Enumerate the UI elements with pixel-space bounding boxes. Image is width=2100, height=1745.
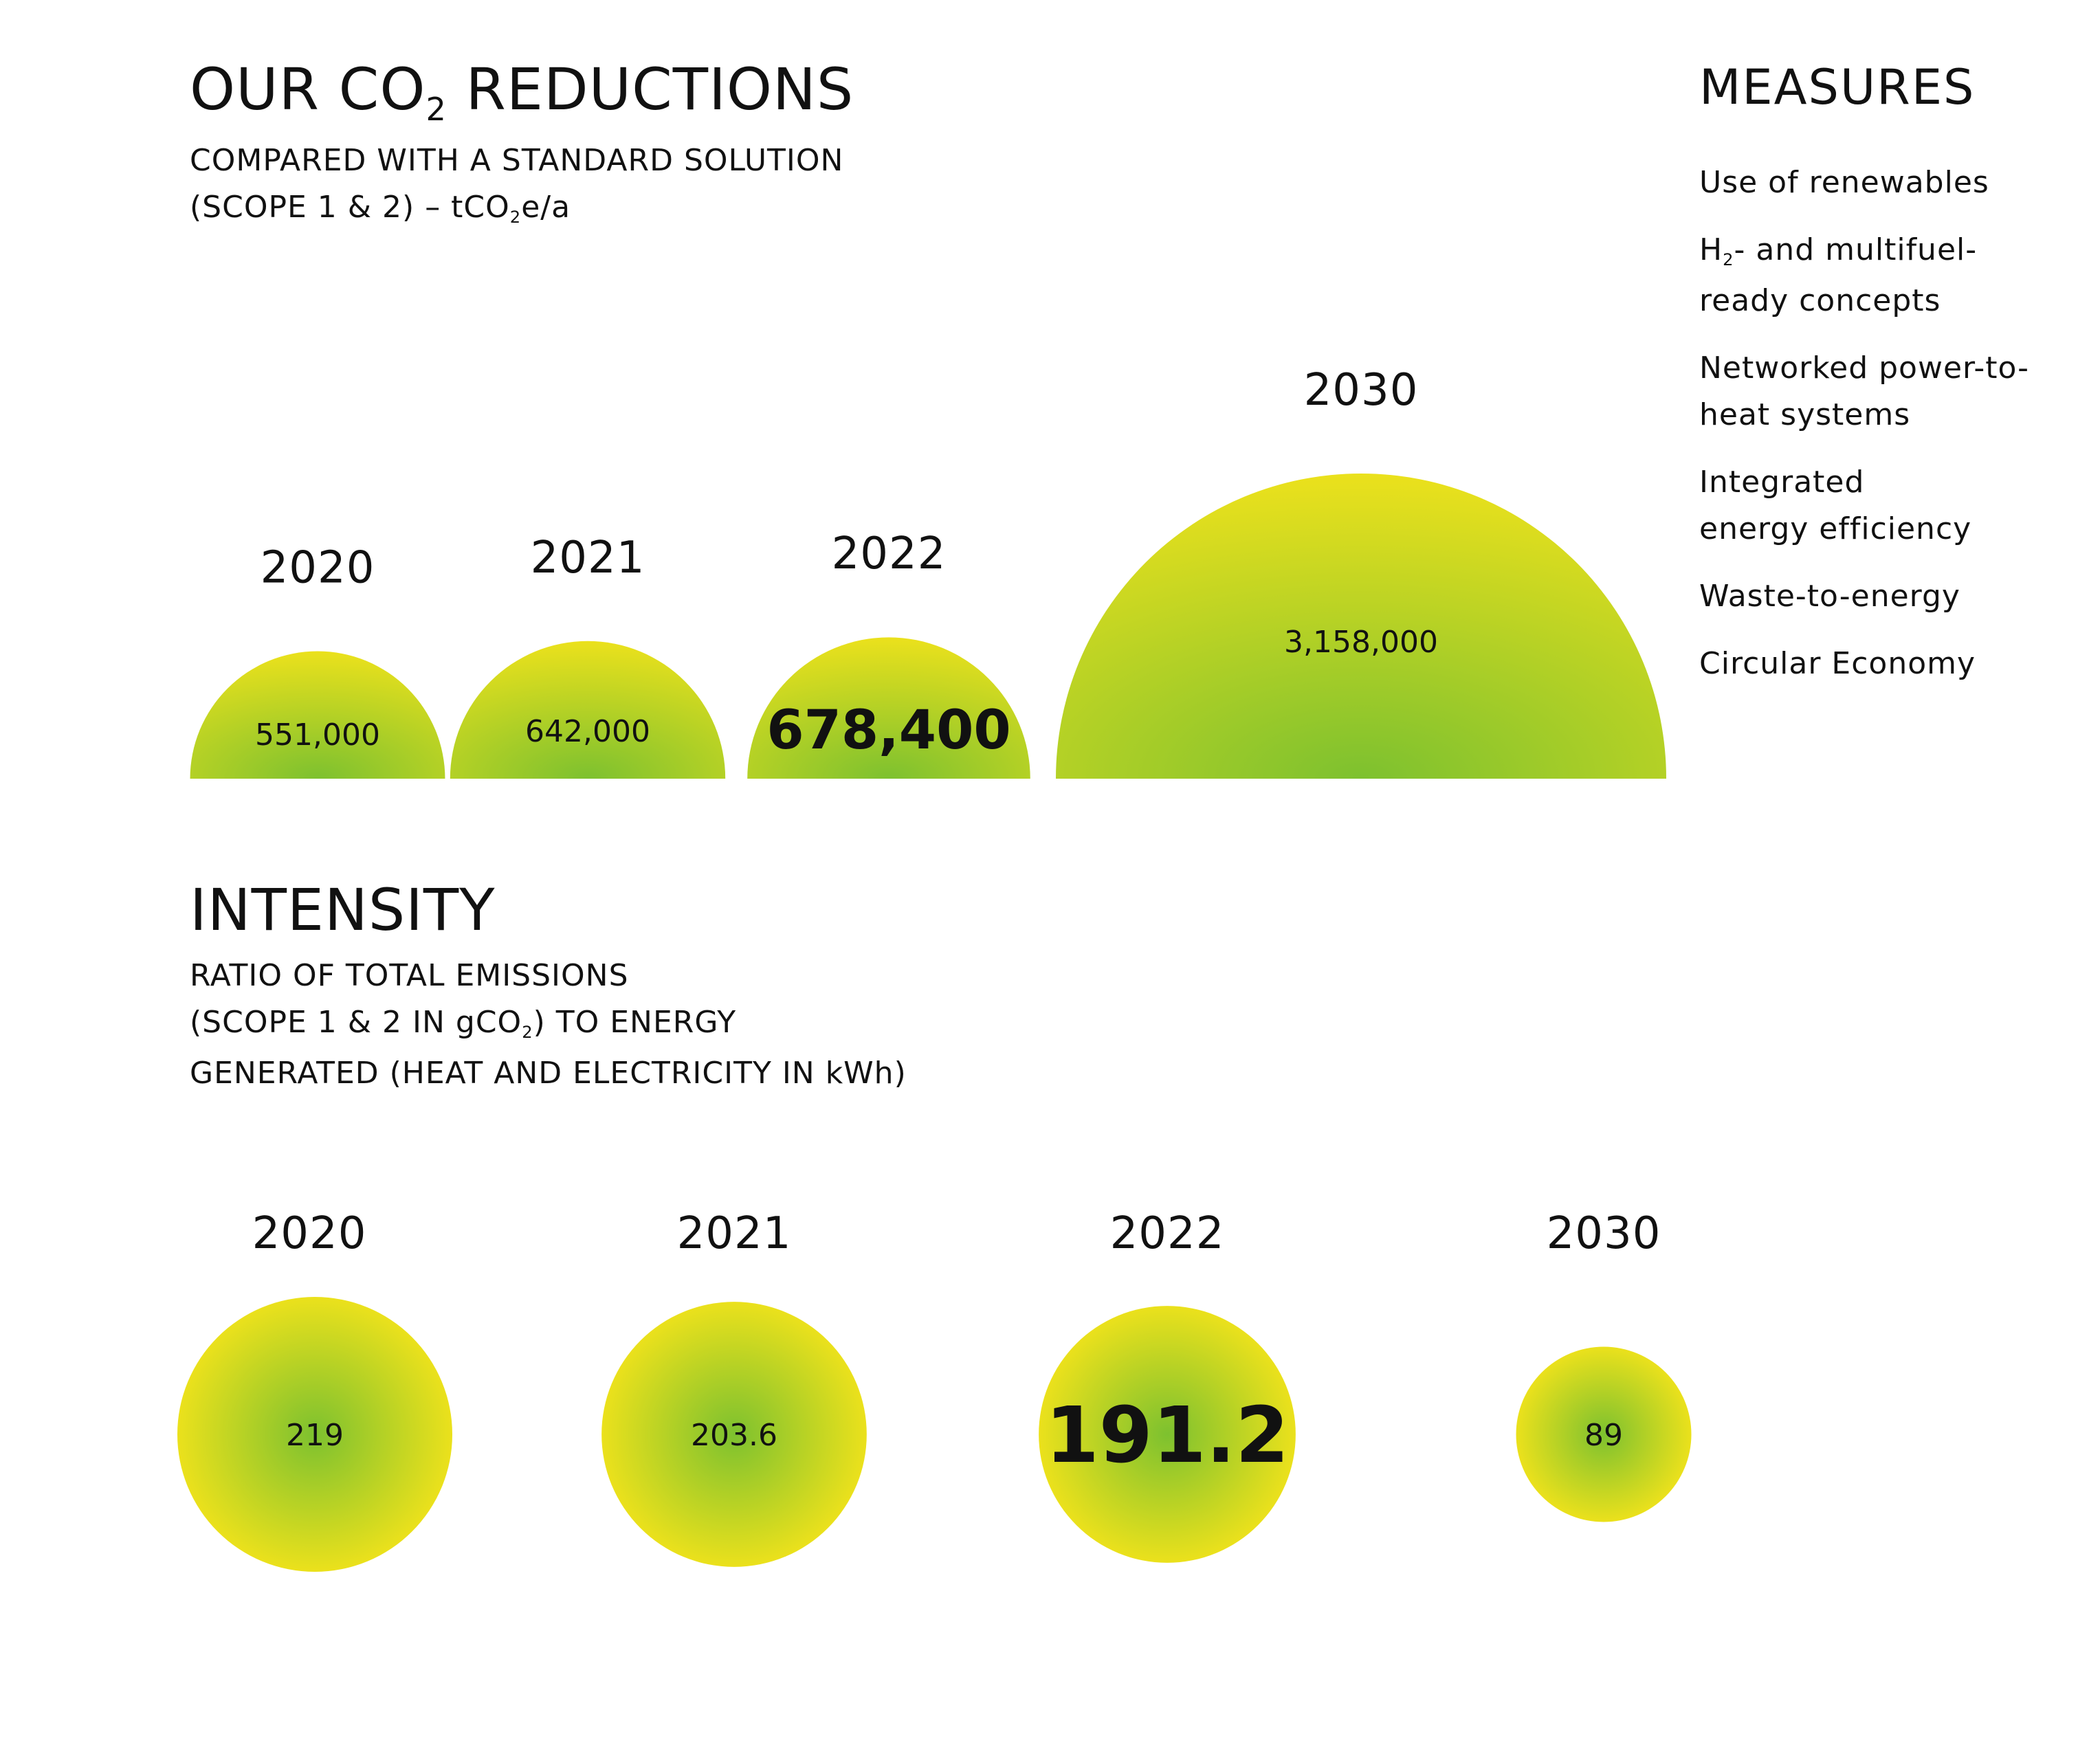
reductions-chart: 551,000 2020 642,000 2021 678,400 2022 3,158,0… (190, 365, 1666, 779)
reduction-dome (190, 651, 445, 779)
reduction-year-label: 2030 (1304, 365, 1419, 416)
intensity-subtitle: RATIO OF TOTAL EMISSIONS (SCOPE 1 & 2 IN… (190, 958, 907, 1091)
reduction-dome (747, 637, 1030, 779)
intensity-value-label: 191.2 (1046, 1391, 1289, 1480)
measure-item: Networked power-to- heat systems (1699, 351, 2030, 432)
reductions-title: OUR CO2 REDUCTIONS (190, 56, 854, 129)
intensity-year-label: 2020 (252, 1208, 367, 1259)
reduction-value-label: 551,000 (255, 718, 380, 753)
intensity-value-label: 89 (1584, 1418, 1623, 1453)
measure-item: Use of renewables (1699, 165, 1989, 200)
intensity-year-label: 2021 (677, 1208, 792, 1259)
reductions-subtitle: COMPARED WITH A STANDARD SOLUTION (SCOPE… (190, 143, 844, 227)
intensity-bubble (177, 1297, 452, 1572)
measure-item: Integrated energy efficiency (1699, 465, 1972, 546)
measure-item: Waste-to-energy (1699, 579, 1960, 614)
reduction-year-label: 2022 (832, 529, 947, 579)
reduction-value-label: 678,400 (766, 700, 1010, 762)
intensity-bubble (1516, 1346, 1692, 1522)
intensity-chart: 219 2020 203.6 2021 191.2 2022 89 2030 (177, 1208, 1692, 1572)
measures-title: MEASURES (1699, 59, 1976, 115)
reduction-dome (1056, 474, 1666, 779)
intensity-bubble (601, 1302, 867, 1567)
intensity-value-label: 203.6 (691, 1418, 777, 1453)
reduction-value-label: 3,158,000 (1284, 625, 1438, 660)
intensity-title: INTENSITY (190, 876, 496, 944)
intensity-year-label: 2022 (1110, 1208, 1225, 1259)
intensity-bubble (1039, 1306, 1296, 1563)
intensity-value-label: 219 (286, 1418, 344, 1453)
reduction-dome (450, 641, 726, 779)
reduction-year-label: 2020 (261, 543, 375, 594)
reduction-year-label: 2021 (531, 533, 645, 583)
measure-item: H2- and multifuel- ready concepts (1699, 232, 1978, 318)
reduction-value-label: 642,000 (525, 714, 650, 749)
intensity-year-label: 2030 (1547, 1208, 1661, 1259)
measures-list: Use of renewables H2- and multifuel- rea… (1699, 159, 2029, 687)
measure-item: Circular Economy (1699, 646, 1976, 681)
